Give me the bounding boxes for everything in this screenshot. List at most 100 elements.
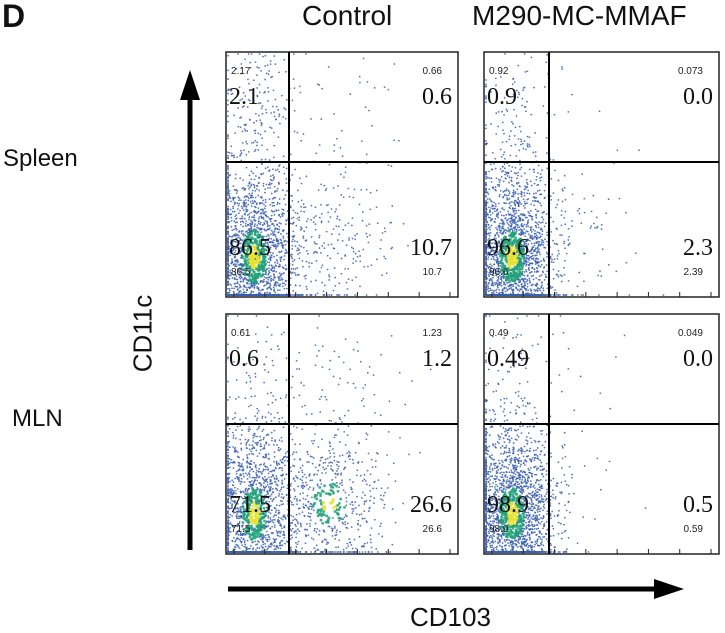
event-dot bbox=[351, 279, 354, 282]
event-dot bbox=[600, 228, 603, 231]
event-dot bbox=[376, 222, 379, 225]
event-dot bbox=[306, 288, 308, 291]
event-dot bbox=[227, 283, 229, 286]
event-dot bbox=[267, 245, 270, 248]
event-dot bbox=[274, 190, 277, 192]
event-dot bbox=[228, 192, 231, 195]
event-dot bbox=[250, 284, 253, 287]
event-dot bbox=[315, 215, 317, 217]
event-dot bbox=[227, 182, 229, 184]
event-dot bbox=[278, 289, 281, 292]
event-dot bbox=[270, 294, 272, 296]
event-dot bbox=[583, 252, 585, 255]
event-dot bbox=[275, 285, 278, 287]
event-dot bbox=[231, 479, 234, 482]
event-dot bbox=[232, 185, 235, 188]
event-dot bbox=[567, 244, 570, 247]
event-dot bbox=[253, 282, 256, 285]
event-dot bbox=[503, 286, 506, 289]
event-dot bbox=[390, 165, 393, 167]
event-dot bbox=[578, 212, 581, 215]
event-dot bbox=[285, 182, 288, 185]
event-dot bbox=[347, 278, 350, 281]
event-dot bbox=[514, 278, 517, 282]
event-dot bbox=[552, 220, 555, 223]
event-dot bbox=[368, 109, 370, 112]
event-dot bbox=[542, 218, 545, 221]
event-dot bbox=[254, 132, 257, 135]
event-dot bbox=[269, 275, 272, 278]
event-dot bbox=[252, 244, 256, 249]
event-dot bbox=[284, 252, 286, 255]
event-dot bbox=[276, 262, 279, 264]
event-dot bbox=[292, 222, 295, 225]
event-dot bbox=[261, 417, 264, 419]
event-dot bbox=[549, 216, 552, 219]
event-dot bbox=[318, 84, 321, 86]
event-dot bbox=[558, 294, 561, 296]
event-dot bbox=[524, 232, 527, 234]
event-dot bbox=[505, 140, 508, 143]
event-dot bbox=[564, 247, 566, 250]
event-dot bbox=[292, 235, 295, 238]
event-dot bbox=[291, 240, 294, 243]
event-dot bbox=[280, 486, 283, 489]
event-dot bbox=[522, 262, 525, 265]
event-dot bbox=[583, 280, 585, 283]
event-dot bbox=[526, 274, 529, 277]
event-dot bbox=[293, 272, 296, 274]
event-dot bbox=[544, 196, 546, 199]
event-dot bbox=[525, 270, 528, 273]
event-dot bbox=[533, 294, 536, 296]
event-dot bbox=[240, 267, 243, 269]
event-dot bbox=[535, 242, 538, 245]
event-dot bbox=[494, 205, 497, 208]
event-dot bbox=[495, 177, 498, 180]
event-dot bbox=[491, 212, 494, 214]
event-dot bbox=[277, 244, 280, 247]
event-dot bbox=[536, 269, 539, 272]
event-dot bbox=[227, 258, 229, 261]
event-dot bbox=[227, 291, 229, 294]
event-dot bbox=[499, 211, 502, 213]
event-dot bbox=[279, 260, 282, 263]
event-dot bbox=[239, 294, 242, 296]
event-dot bbox=[492, 186, 494, 189]
event-dot bbox=[590, 225, 593, 228]
event-dot bbox=[253, 284, 256, 287]
event-dot bbox=[251, 192, 254, 195]
quadrant-percent-large: 86.5 bbox=[229, 235, 271, 261]
event-dot bbox=[514, 166, 517, 169]
event-dot bbox=[229, 250, 231, 253]
event-dot bbox=[314, 223, 317, 226]
event-dot bbox=[300, 139, 303, 142]
event-dot bbox=[594, 226, 596, 229]
event-dot bbox=[557, 275, 560, 278]
event-dot bbox=[292, 289, 295, 292]
event-dot bbox=[302, 246, 305, 249]
event-dot bbox=[323, 242, 325, 245]
event-dot bbox=[485, 203, 487, 206]
event-dot bbox=[252, 266, 256, 270]
event-dot bbox=[262, 216, 265, 219]
event-dot bbox=[563, 266, 565, 269]
event-dot bbox=[270, 112, 272, 114]
row-title-spleen: Spleen bbox=[3, 145, 78, 172]
event-dot bbox=[362, 248, 365, 251]
event-dot bbox=[536, 290, 539, 293]
event-dot bbox=[227, 247, 229, 250]
event-dot bbox=[504, 171, 507, 174]
event-dot bbox=[259, 133, 262, 136]
event-dot bbox=[525, 263, 528, 266]
event-dot bbox=[261, 208, 264, 211]
event-dot bbox=[486, 213, 488, 216]
event-dot bbox=[489, 198, 491, 200]
event-dot bbox=[528, 269, 531, 271]
event-dot bbox=[560, 210, 563, 212]
event-dot bbox=[273, 545, 276, 547]
event-dot bbox=[263, 276, 266, 279]
event-dot bbox=[251, 189, 254, 192]
event-dot bbox=[493, 162, 495, 165]
event-dot bbox=[491, 284, 494, 286]
event-dot bbox=[504, 294, 507, 296]
